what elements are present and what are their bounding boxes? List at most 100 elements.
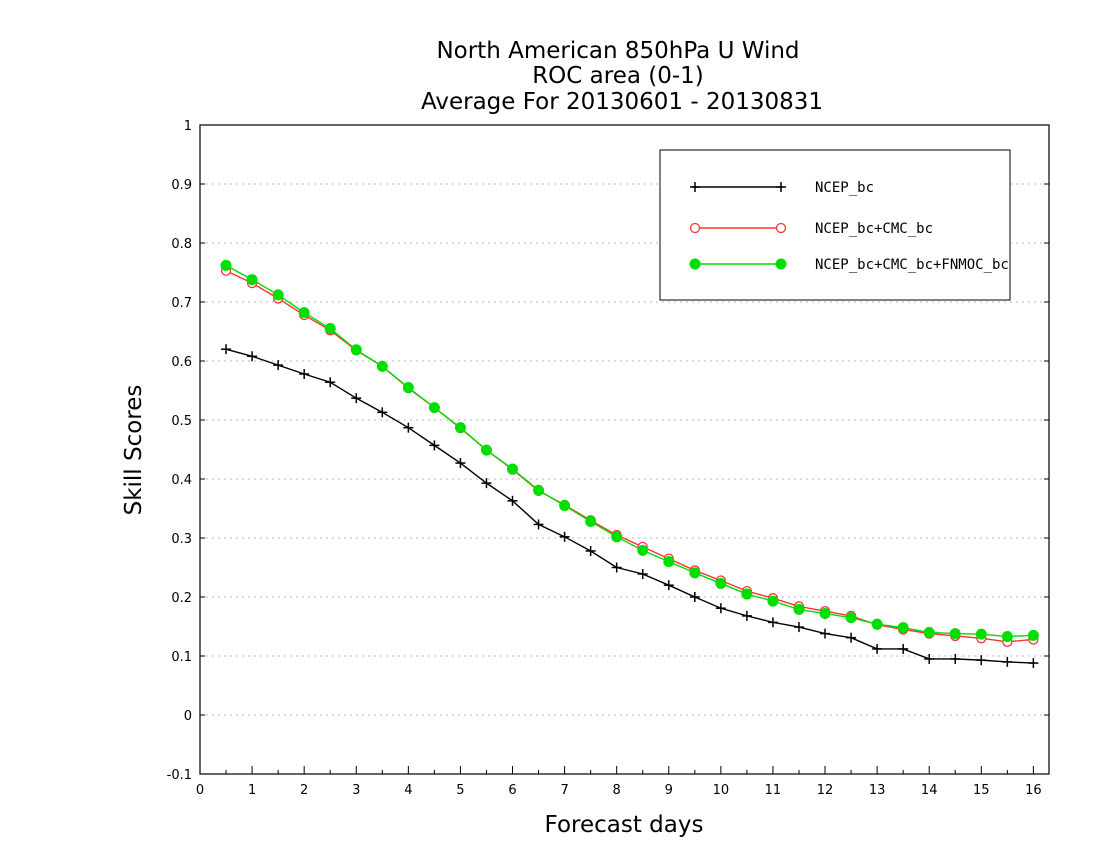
data-point <box>1001 631 1013 643</box>
series-line <box>225 348 1034 664</box>
x-tick-label: 8 <box>613 783 621 798</box>
data-point <box>533 484 545 496</box>
legend-marker <box>689 258 701 270</box>
data-point <box>897 622 909 634</box>
data-point <box>376 360 388 372</box>
data-point <box>507 495 518 506</box>
x-tick-label: 11 <box>765 783 782 798</box>
x-tick-label: 16 <box>1025 783 1042 798</box>
data-point <box>793 622 804 633</box>
x-tick-label: 9 <box>665 783 673 798</box>
x-tick-label: 2 <box>300 783 308 798</box>
data-point <box>846 632 857 643</box>
data-point <box>1002 656 1013 667</box>
y-axis-label: Skill Scores <box>121 385 147 516</box>
legend-box <box>659 149 1011 301</box>
title-line-3: Average For 20130601 - 20130831 <box>421 89 823 115</box>
data-point <box>637 544 649 556</box>
y-axis-ticks: -0.1 0 0.1 0.2 0.3 0.4 0.5 0.6 0.7 0.8 0.9 1 <box>167 119 1049 783</box>
data-point <box>273 360 284 371</box>
data-point <box>325 377 336 388</box>
data-point <box>715 577 727 589</box>
y-tick-label: 0.5 <box>171 414 192 429</box>
data-point <box>637 568 648 579</box>
legend-label: NCEP_bc <box>815 180 874 196</box>
x-tick-label: 4 <box>404 783 412 798</box>
data-point <box>715 603 726 614</box>
data-point <box>350 344 362 356</box>
x-axis-label: Forecast days <box>545 812 704 838</box>
y-tick-label: 0 <box>184 709 192 724</box>
legend-marker <box>776 182 786 192</box>
x-tick-label: 6 <box>508 783 516 798</box>
data-point <box>533 519 544 530</box>
data-point <box>220 259 232 271</box>
x-tick-label: 0 <box>196 783 204 798</box>
data-point <box>324 323 336 335</box>
legend-marker <box>689 222 701 234</box>
data-point <box>898 643 909 654</box>
data-point <box>741 610 752 621</box>
data-point <box>845 612 857 624</box>
data-point <box>1028 658 1039 669</box>
y-tick-label: 0.8 <box>171 237 192 252</box>
data-point <box>455 458 466 469</box>
y-tick-label: -0.1 <box>167 768 192 783</box>
data-point <box>767 617 778 628</box>
data-point <box>377 407 388 418</box>
title-line-2: ROC area (0-1) <box>532 63 704 89</box>
legend-marker <box>775 222 787 234</box>
legend-marker <box>690 182 700 192</box>
data-point <box>663 556 675 568</box>
y-tick-label: 1 <box>184 119 192 134</box>
data-point <box>272 289 284 301</box>
data-point <box>689 592 700 602</box>
data-point <box>820 628 831 639</box>
legend-label: NCEP_bc+CMC_bc+FNMOC_bc <box>815 257 1009 273</box>
data-point <box>767 595 779 607</box>
data-point <box>351 393 362 404</box>
chart-title: North American 850hPa U Wind ROC area (0… <box>421 38 823 115</box>
y-tick-label: 0.3 <box>171 532 192 547</box>
data-point <box>403 422 414 433</box>
data-point <box>611 562 622 573</box>
legend-label: NCEP_bc+CMC_bc <box>815 221 933 237</box>
series-2 <box>220 259 1039 643</box>
legend: NCEP_bc NCEP_bc+CMC_bc NCEP_bc+CMC_bc+FNMO… <box>659 149 1011 301</box>
x-tick-label: 12 <box>817 783 834 798</box>
x-tick-label: 13 <box>869 783 886 798</box>
data-point <box>689 567 701 579</box>
data-point <box>923 626 935 638</box>
data-point <box>872 643 883 654</box>
data-point <box>298 307 310 319</box>
series-0 <box>221 344 1039 669</box>
data-point <box>221 344 232 355</box>
x-tick-label: 5 <box>456 783 464 798</box>
legend-marker <box>775 258 787 270</box>
x-axis-ticks: 0 1 2 3 4 5 6 7 8 9 10 11 12 13 14 15 16 <box>196 766 1042 798</box>
y-tick-label: 0.2 <box>171 591 192 606</box>
data-point <box>975 628 987 640</box>
title-line-1: North American 850hPa U Wind <box>436 38 799 64</box>
data-point <box>585 515 597 527</box>
y-tick-label: 0.6 <box>171 355 192 370</box>
data-point <box>429 440 440 451</box>
data-point <box>976 655 987 666</box>
series-line <box>225 270 1034 643</box>
data-point <box>1027 629 1039 641</box>
legend-item-1: NCEP_bc+CMC_bc <box>689 221 933 237</box>
y-tick-label: 0.9 <box>171 178 192 193</box>
data-point <box>559 500 571 512</box>
series-line <box>225 264 1034 638</box>
data-point <box>402 382 414 394</box>
data-point <box>819 608 831 620</box>
data-point <box>246 274 258 286</box>
x-tick-label: 14 <box>921 783 938 798</box>
legend-item-2: NCEP_bc+CMC_bc+FNMOC_bc <box>689 257 1009 273</box>
data-point <box>924 653 935 664</box>
data-point <box>454 422 466 434</box>
data-point <box>871 618 883 630</box>
data-point <box>480 444 492 456</box>
